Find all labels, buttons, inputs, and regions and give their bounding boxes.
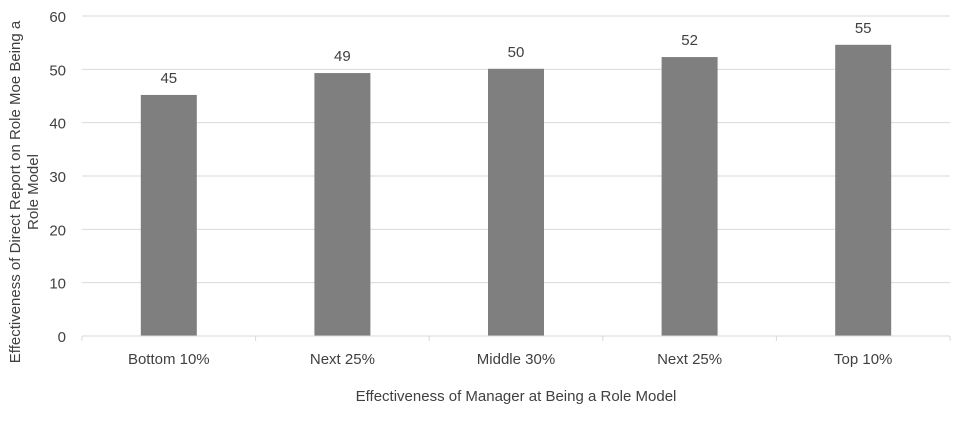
- bar: [140, 94, 197, 336]
- data-label: 55: [855, 20, 872, 37]
- y-axis-label-line-1: Effectiveness of Direct Report on Role M…: [7, 20, 24, 363]
- y-tick-label: 0: [58, 329, 66, 346]
- x-tick-label: Next 25%: [310, 351, 375, 368]
- y-tick-label: 10: [49, 276, 66, 293]
- data-label: 45: [160, 70, 177, 87]
- bar: [314, 73, 371, 337]
- y-tick-label: 50: [49, 62, 66, 79]
- x-tick-label: Top 10%: [834, 351, 892, 368]
- x-axis-ticks: Bottom 10% Next 25% Middle 30% Next 25% Top …: [81, 336, 951, 368]
- bar: [661, 57, 718, 337]
- bar: [488, 68, 544, 337]
- data-labels: 45 49 50 52 55: [160, 20, 871, 87]
- y-tick-label: 40: [49, 116, 66, 133]
- data-label: 49: [334, 48, 351, 65]
- y-tick-label: 20: [49, 222, 66, 239]
- bar: [835, 44, 892, 337]
- y-tick-label: 30: [49, 169, 66, 186]
- x-tick-label: Next 25%: [657, 351, 722, 368]
- x-tick-label: Middle 30%: [477, 351, 555, 368]
- y-axis-ticks: 0 10 20 30 40 50 60: [49, 9, 66, 346]
- data-label: 50: [508, 44, 525, 61]
- y-axis-label: Effectiveness of Direct Report on Role M…: [7, 20, 42, 363]
- bars: [140, 44, 892, 337]
- x-tick-label: Bottom 10%: [128, 351, 210, 368]
- y-axis-label-line-2: Role Model: [25, 154, 42, 230]
- data-label: 52: [681, 32, 698, 49]
- x-axis-label: Effectiveness of Manager at Being a Role…: [356, 388, 677, 405]
- y-tick-label: 60: [49, 9, 66, 26]
